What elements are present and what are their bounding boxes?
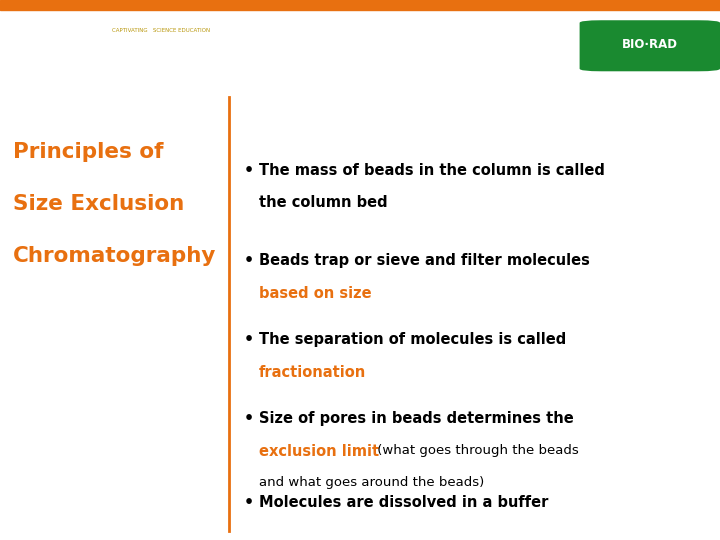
Text: Size of pores in beads determines the: Size of pores in beads determines the	[259, 411, 574, 426]
Text: Explorer: Explorer	[25, 51, 104, 69]
Text: CAPTIVATING   SCIENCE EDUCATION: CAPTIVATING SCIENCE EDUCATION	[112, 28, 210, 33]
Text: •: •	[243, 411, 253, 426]
Text: based on size: based on size	[259, 286, 372, 301]
Text: The separation of molecules is called: The separation of molecules is called	[259, 332, 567, 347]
Text: (what goes through the beads: (what goes through the beads	[373, 444, 579, 457]
Text: •: •	[243, 253, 253, 268]
Text: exclusion limit: exclusion limit	[259, 444, 379, 458]
Text: Molecules are dissolved in a buffer: Molecules are dissolved in a buffer	[259, 495, 549, 510]
Text: Beads trap or sieve and filter molecules: Beads trap or sieve and filter molecules	[259, 253, 590, 268]
Text: Principles of: Principles of	[13, 142, 163, 162]
Text: •: •	[243, 332, 253, 347]
Bar	[0, 0, 720, 10]
Text: the column bed: the column bed	[259, 195, 388, 210]
Text: The mass of beads in the column is called: The mass of beads in the column is calle…	[259, 163, 605, 178]
Text: Biotechnology: Biotechnology	[25, 18, 137, 32]
Text: BIO·RAD: BIO·RAD	[621, 37, 678, 51]
FancyBboxPatch shape	[580, 20, 720, 71]
Text: •: •	[243, 495, 253, 510]
Text: •: •	[243, 163, 253, 178]
Text: fractionation: fractionation	[259, 364, 366, 380]
Text: Chromatography: Chromatography	[13, 246, 216, 266]
Text: and what goes around the beads): and what goes around the beads)	[259, 476, 485, 489]
Text: Size Exclusion: Size Exclusion	[13, 194, 184, 214]
